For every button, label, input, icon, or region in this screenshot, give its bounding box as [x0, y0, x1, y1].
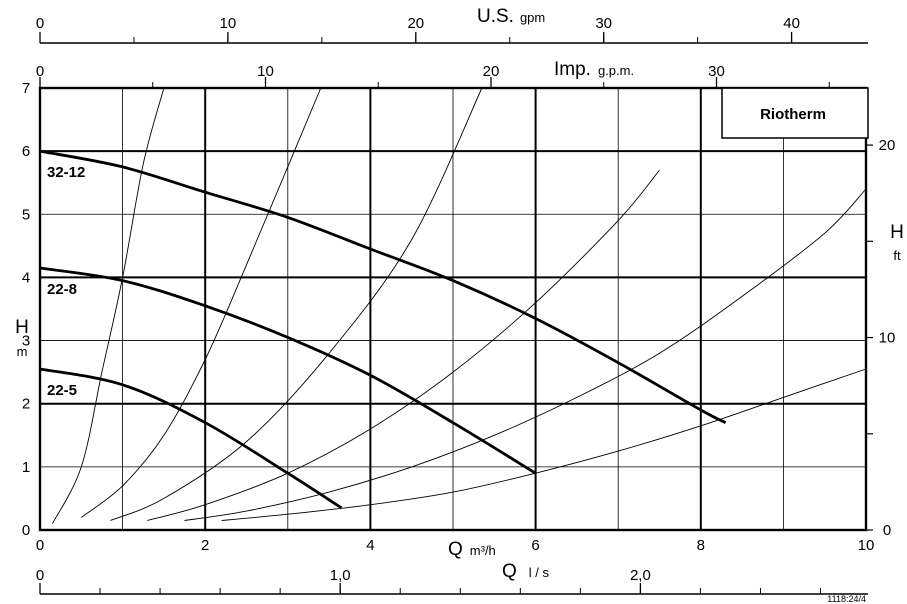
- usgpm-axis-tick-label: 20: [407, 15, 424, 32]
- y-tick-label: 6: [22, 143, 30, 160]
- ls-axis-tick-label: 1,0: [330, 567, 351, 584]
- series-line-32-12: [39, 149, 727, 424]
- x-tick-label: 8: [697, 537, 705, 554]
- system-curve-3: [110, 87, 483, 521]
- system-curve-1: [51, 87, 165, 524]
- series-label-22-8: 22-8: [47, 281, 77, 298]
- y-ft-axis-unit: ft: [893, 248, 901, 263]
- x-tick-label: 0: [36, 537, 44, 554]
- usgpm-axis-tick-label: 30: [595, 15, 612, 32]
- usgpm-axis-title: U.S. gpm: [477, 6, 545, 27]
- figure-code: 1118:24/4: [827, 594, 866, 604]
- pump-series: 32-12 22-8 22-5: [39, 149, 727, 510]
- usgpm-axis-tick-label: 40: [783, 15, 800, 32]
- series-label-22-5: 22-5: [47, 382, 77, 399]
- y-ft-axis-title: H: [890, 222, 904, 243]
- series-line-22-5: [39, 367, 343, 510]
- y-axis: 0 1 2 3 4 5 6 7: [22, 80, 30, 539]
- y-ft-tick-label: 20: [879, 137, 896, 154]
- imp-axis-tick-label: 30: [708, 63, 725, 80]
- brand-label: Riotherm: [760, 106, 826, 123]
- y-axis-unit: m: [17, 344, 28, 359]
- system-curves: [51, 87, 867, 524]
- ls-axis-title-main: Q: [502, 561, 517, 582]
- y-tick-label: 2: [22, 396, 30, 413]
- x-axis-title-unit: m³/h: [470, 543, 496, 558]
- ls-axis-title: Q l / s: [502, 561, 550, 582]
- y-ft-tick-label: 10: [879, 330, 896, 347]
- series-label-32-12: 32-12: [47, 164, 85, 181]
- imp-axis-title: Imp. g.p.m.: [554, 59, 634, 80]
- system-curve-5: [184, 188, 867, 521]
- y-tick-label: 5: [22, 206, 30, 223]
- imp-axis-title-unit: g.p.m.: [598, 63, 634, 78]
- brand-box-frame: [721, 87, 869, 139]
- x-tick-label: 10: [858, 537, 875, 554]
- system-curve-6: [221, 368, 867, 521]
- system-curve-2: [81, 87, 322, 518]
- usgpm-axis-tick-label: 10: [220, 15, 237, 32]
- axes: 0 10 20 30 400 10 20 300 1,0 2,00 2 4 6 8 100123456701…: [22, 15, 895, 595]
- usgpm-axis-tick-label: 0: [36, 15, 44, 32]
- usgpm-axis-title-main: U.S.: [477, 6, 514, 27]
- imp-axis-title-main: Imp.: [554, 59, 591, 80]
- series-line-22-8: [39, 266, 537, 475]
- imp-axis-tick-label: 10: [257, 63, 274, 80]
- x-tick-label: 2: [201, 537, 209, 554]
- ls-axis: 0 1,0 2,0: [36, 567, 868, 595]
- x-tick-label: 6: [531, 537, 539, 554]
- imp-axis-tick-label: 20: [483, 63, 500, 80]
- brand-box: Riotherm: [721, 87, 869, 139]
- major-grid: [40, 88, 866, 530]
- imp-axis: 0 10 20 30: [36, 63, 866, 89]
- y-tick-label: 4: [22, 269, 30, 286]
- x-tick-label: 4: [366, 537, 374, 554]
- y-ft-axis: 0 10 20: [866, 137, 895, 539]
- ls-axis-tick-label: 0: [36, 567, 44, 584]
- y-tick-label: 7: [22, 80, 30, 97]
- y-tick-label: 3: [22, 333, 30, 350]
- y-tick-label: 1: [22, 459, 30, 476]
- system-curve-4: [147, 169, 660, 521]
- usgpm-axis-title-unit: gpm: [520, 10, 545, 25]
- usgpm-axis: 0 10 20 30 40: [36, 15, 868, 44]
- x-axis: 0 2 4 6 8 10: [36, 537, 875, 554]
- imp-axis-tick-label: 0: [36, 63, 44, 80]
- x-axis-title-main: Q: [448, 539, 463, 560]
- y-tick-label: 0: [22, 522, 30, 539]
- x-axis-title: Q m³/h: [448, 539, 496, 560]
- ls-axis-tick-label: 2,0: [630, 567, 651, 584]
- minor-grid: [40, 88, 866, 530]
- y-axis-title: H: [15, 317, 29, 338]
- y-ft-tick-label: 0: [883, 522, 891, 539]
- ls-axis-title-unit: l / s: [529, 565, 550, 580]
